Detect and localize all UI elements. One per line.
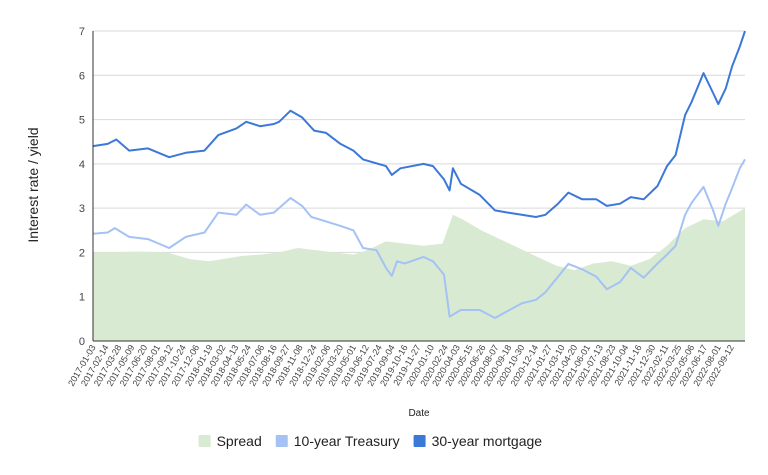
legend-item: 10-year Treasury xyxy=(275,433,400,449)
legend-label: 30-year mortgage xyxy=(432,433,543,449)
y-axis: 0 1 2 3 4 5 6 7 xyxy=(79,26,94,348)
legend-label: Spread xyxy=(217,433,262,449)
legend-label: 10-year Treasury xyxy=(294,433,400,449)
y-tick-label: 3 xyxy=(79,203,85,215)
x-axis: 2017-01-032017-02-142017-03-282017-05-09… xyxy=(66,340,745,388)
y-tick-label: 6 xyxy=(79,70,85,82)
y-tick-label: 1 xyxy=(79,292,85,304)
y-tick-label: 5 xyxy=(79,115,85,127)
y-axis-title: Interest rate / yield xyxy=(25,127,41,242)
series-spread-area xyxy=(93,208,745,341)
legend-swatch xyxy=(275,435,288,447)
legend-swatch xyxy=(198,435,211,447)
series-30-year-mortgage-line xyxy=(92,30,746,218)
legend: Spread 10-year Treasury 30-year mortgage xyxy=(198,433,543,449)
y-tick-label: 2 xyxy=(79,247,85,259)
legend-swatch xyxy=(413,435,426,447)
plot-area xyxy=(92,30,746,341)
series-10-year-treasury-line xyxy=(92,158,746,319)
y-tick-label: 4 xyxy=(79,159,85,171)
y-tick-label: 0 xyxy=(79,336,85,348)
legend-item: Spread xyxy=(198,433,262,449)
legend-item: 30-year mortgage xyxy=(413,433,543,449)
x-axis-title: Date xyxy=(408,408,430,419)
y-tick-label: 7 xyxy=(79,26,85,38)
